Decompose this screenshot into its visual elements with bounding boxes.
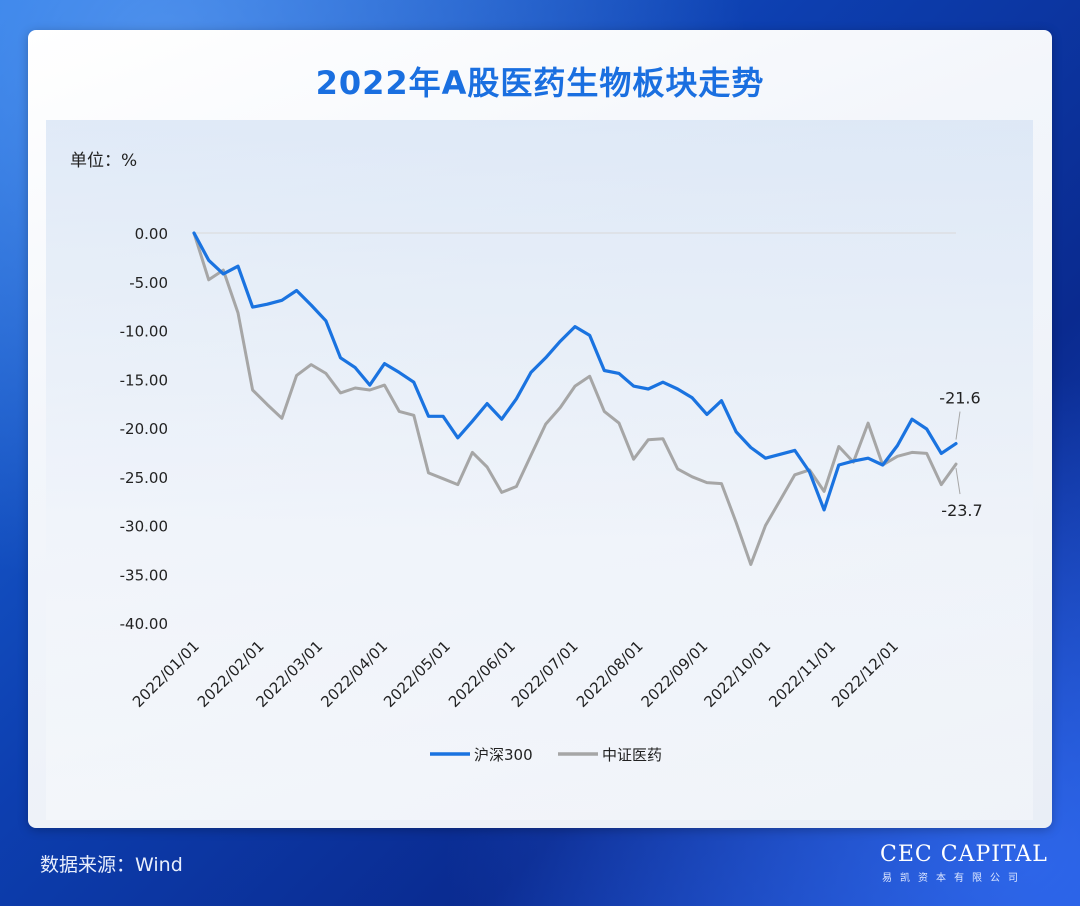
x-tick-label: 2022/10/01 [700, 637, 774, 711]
y-tick-label: -10.00 [120, 323, 168, 341]
unit-label: 单位：% [70, 151, 138, 171]
x-tick-label: 2022/09/01 [638, 637, 712, 711]
series-line-hs300 [192, 231, 958, 512]
end-label-leader [955, 411, 961, 440]
brand-subtitle: 易凯资本有限公司 [882, 873, 1026, 884]
chart-title: 2022年A股医药生物板块走势 [315, 64, 765, 102]
x-tick-label: 2022/08/01 [573, 637, 647, 711]
y-tick-label: -40.00 [120, 615, 168, 633]
x-tick-label: 2022/07/01 [508, 637, 582, 711]
x-tick-label: 2022/12/01 [828, 637, 902, 711]
x-tick-label: 2022/11/01 [765, 637, 839, 711]
y-tick-label: 0.00 [135, 225, 168, 243]
brand-logo: CEC CAPITAL 易凯资本有限公司 [880, 842, 1060, 886]
y-tick-label: -15.00 [120, 371, 168, 389]
x-tick-label: 2022/06/01 [445, 637, 519, 711]
y-tick-label: -35.00 [120, 566, 168, 584]
x-tick-label: 2022/01/01 [129, 637, 203, 711]
legend-label: 沪深300 [474, 746, 533, 764]
line-chart: 0.00 -5.00 -10.00 -15.00 -20.00 -25.00 -30.00 -… [120, 225, 983, 764]
chart-card: 2022年A股医药生物板块走势 单位：% 0.00 -5.00 -10.00 -15.… [28, 30, 1052, 828]
legend-label: 中证医药 [602, 746, 662, 764]
series-line-zz-yiyao [192, 231, 958, 566]
y-tick-label: -30.00 [120, 518, 168, 536]
plot-panel [46, 120, 1033, 820]
x-tick-label: 2022/05/01 [380, 637, 454, 711]
end-label-leader [955, 467, 961, 495]
data-source-note: 数据来源：Wind [40, 854, 183, 876]
y-tick-label: -20.00 [120, 420, 168, 438]
y-tick-label: -25.00 [120, 469, 168, 487]
x-tick-label: 2022/04/01 [317, 637, 391, 711]
y-tick-label: -5.00 [129, 274, 168, 292]
end-label-hs300: -21.6 [939, 389, 980, 408]
brand-name: CEC CAPITAL [880, 842, 1048, 867]
end-label-zz-yiyao: -23.7 [941, 501, 982, 520]
